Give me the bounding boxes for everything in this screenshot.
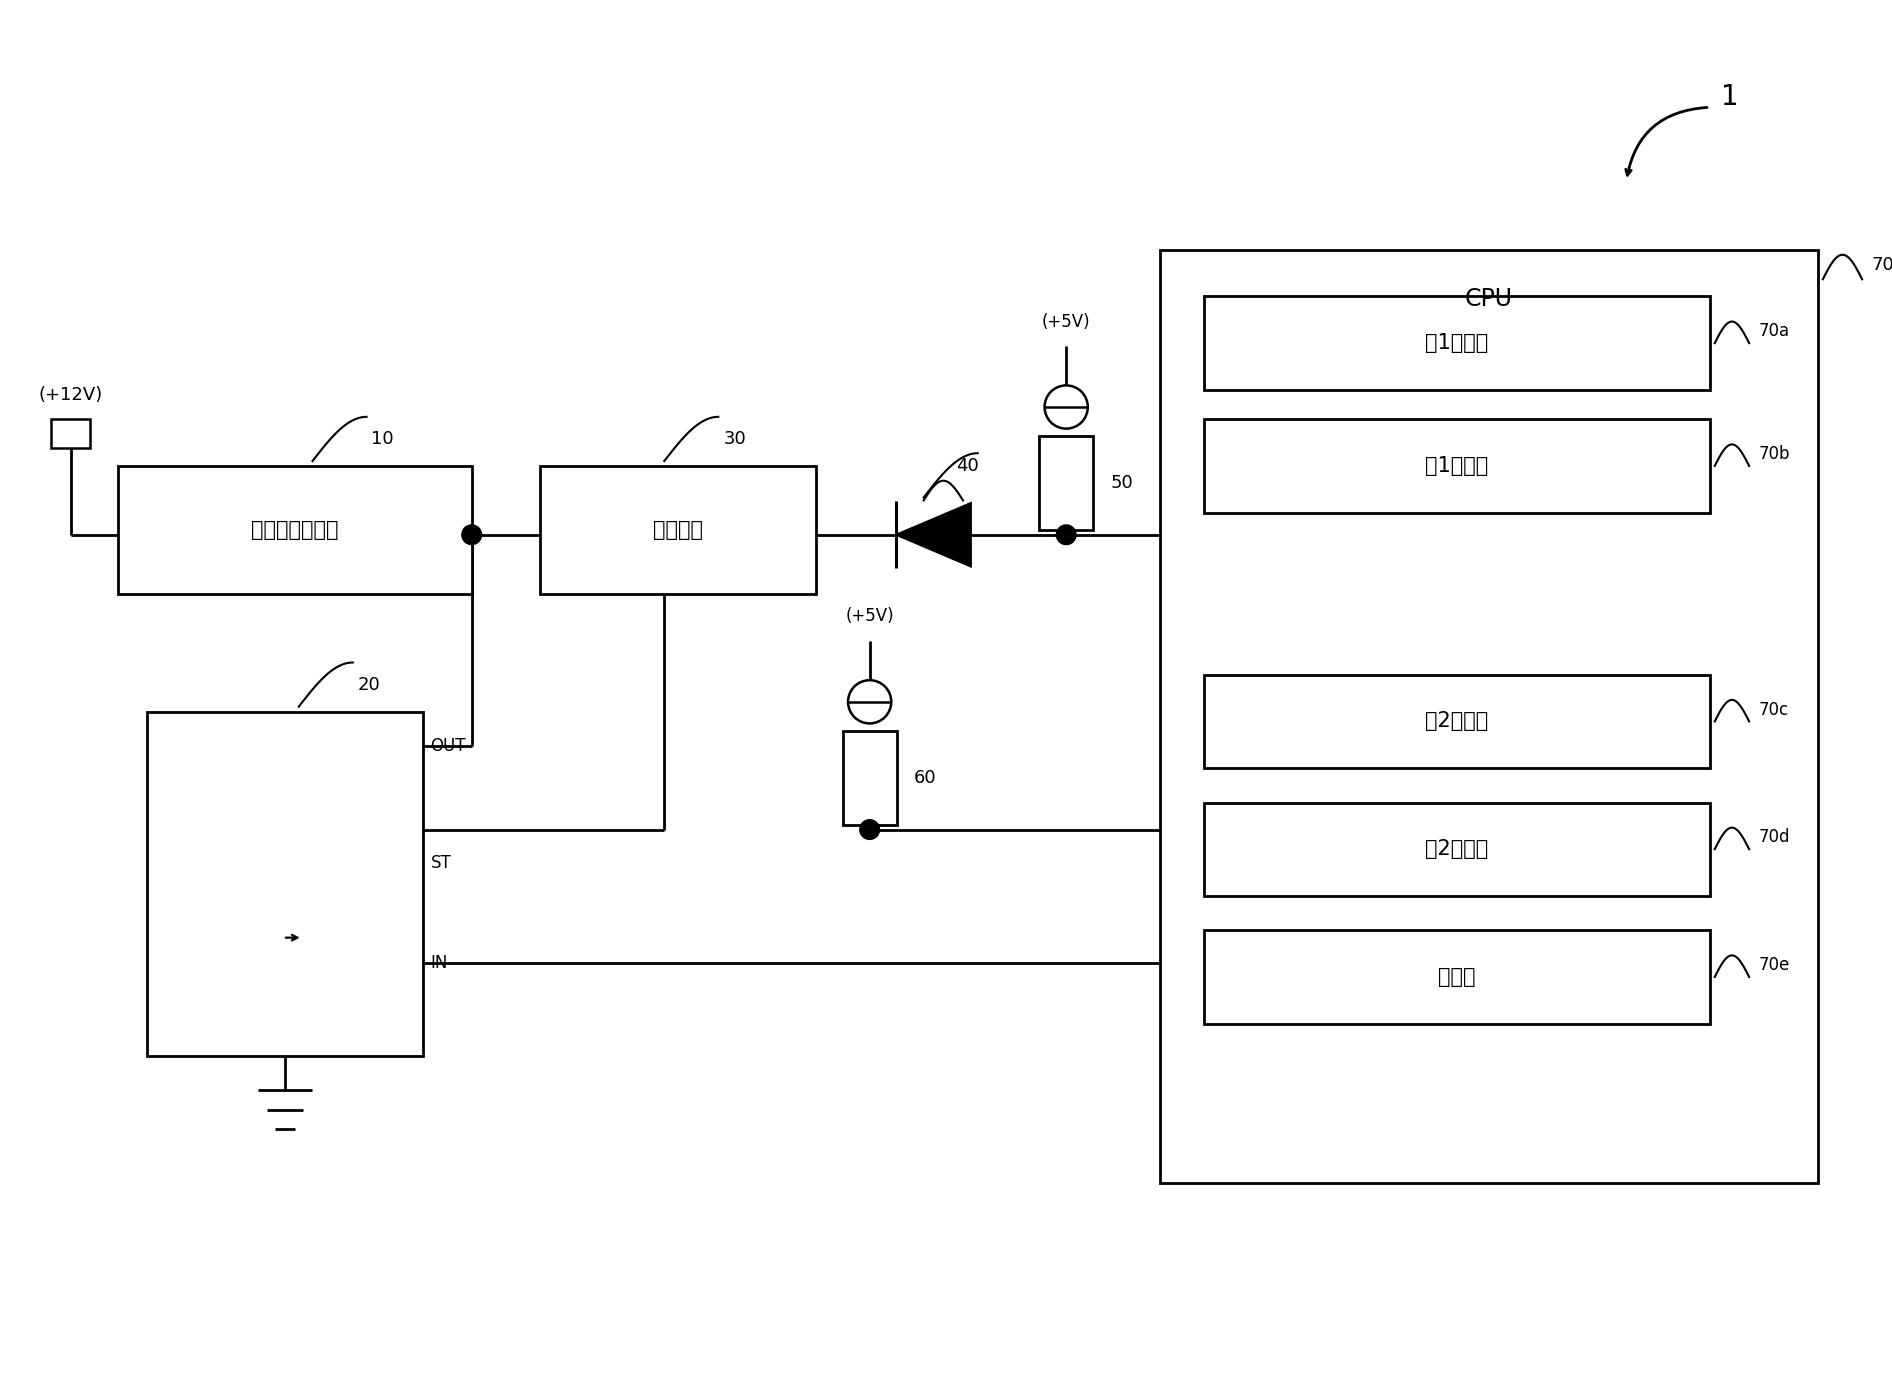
Text: 70a: 70a <box>1760 322 1790 340</box>
Text: IN: IN <box>429 954 448 972</box>
Text: 第2驱动部: 第2驱动部 <box>1425 839 1489 860</box>
Circle shape <box>462 525 481 545</box>
Text: 电磁阀（负载）: 电磁阀（负载） <box>252 520 339 540</box>
Text: 40: 40 <box>957 457 980 475</box>
Bar <box>1160 250 1818 1183</box>
Text: (+12V): (+12V) <box>38 386 102 404</box>
Text: 判定部: 判定部 <box>1438 967 1476 987</box>
Polygon shape <box>897 503 971 567</box>
Circle shape <box>859 820 880 839</box>
Bar <box>1203 297 1710 390</box>
Text: 第1检测部: 第1检测部 <box>1425 333 1489 354</box>
Text: 开关电路: 开关电路 <box>653 520 704 540</box>
Text: 70d: 70d <box>1760 828 1790 846</box>
Text: 60: 60 <box>914 768 937 786</box>
Text: 10: 10 <box>371 430 394 448</box>
Text: (+5V): (+5V) <box>846 607 893 625</box>
Bar <box>51 419 91 448</box>
Text: CPU: CPU <box>1464 287 1514 311</box>
Bar <box>541 466 815 594</box>
Bar <box>1039 437 1094 529</box>
Text: 第1驱动部: 第1驱动部 <box>1425 456 1489 475</box>
Text: 70b: 70b <box>1760 445 1790 463</box>
Text: OUT: OUT <box>429 737 465 755</box>
Text: 1: 1 <box>1720 83 1739 112</box>
Bar <box>1203 674 1710 768</box>
Text: 第2检测部: 第2检测部 <box>1425 712 1489 731</box>
Bar <box>1203 803 1710 896</box>
Text: 30: 30 <box>723 430 745 448</box>
Bar <box>842 731 897 825</box>
Text: 70: 70 <box>1871 256 1892 274</box>
Bar <box>148 712 422 1056</box>
Text: 20: 20 <box>358 676 380 694</box>
Bar <box>1203 419 1710 513</box>
Text: 50: 50 <box>1111 474 1133 492</box>
Bar <box>117 466 471 594</box>
Bar <box>1203 930 1710 1024</box>
Text: 70c: 70c <box>1760 701 1790 719</box>
Text: 70e: 70e <box>1760 956 1790 974</box>
Text: ST: ST <box>429 854 450 872</box>
Text: (+5V): (+5V) <box>1042 312 1090 330</box>
Circle shape <box>1056 525 1077 545</box>
